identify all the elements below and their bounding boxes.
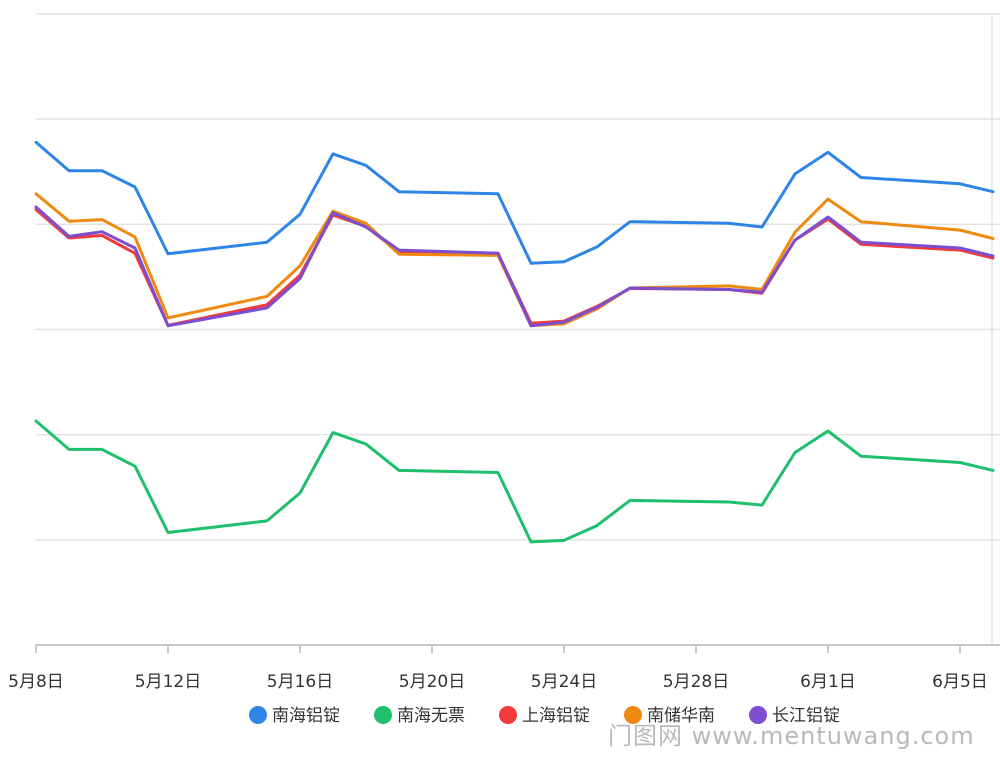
legend-item-1[interactable]: 南海铝锭 xyxy=(249,706,340,726)
legend-marker xyxy=(249,706,267,724)
legend-label: 南储华南 xyxy=(647,706,715,726)
legend-item-5[interactable]: 长江铝锭 xyxy=(749,706,840,726)
x-axis-ticks: 5月8日 5月12日 5月16日 5月20日 5月24日 5月28日 6月1日 6月5日 xyxy=(8,645,988,692)
x-tick-label: 5月16日 xyxy=(267,672,333,692)
legend-marker xyxy=(499,706,517,724)
series-line-1[interactable] xyxy=(34,140,995,265)
x-tick-label: 5月12日 xyxy=(135,672,201,692)
x-tick-label: 5月24日 xyxy=(531,672,597,692)
watermark: 门图网 www.mentuwang.com xyxy=(608,722,975,750)
legend-label: 长江铝锭 xyxy=(772,706,840,726)
legend-marker xyxy=(374,706,392,724)
x-tick-label: 5月20日 xyxy=(399,672,465,692)
legend-item-2[interactable]: 南海无票 xyxy=(374,706,465,726)
x-tick-label: 6月1日 xyxy=(800,672,856,692)
legend-item-3[interactable]: 上海铝锭 xyxy=(499,706,590,726)
legend-marker xyxy=(624,706,642,724)
legend[interactable]: 南海铝锭 南海无票 上海铝锭 南储华南 长江铝锭 xyxy=(249,706,840,726)
legend-label: 南海铝锭 xyxy=(272,706,340,726)
series-group xyxy=(34,140,995,544)
grid-lines xyxy=(36,13,1000,645)
series-line-2[interactable] xyxy=(34,419,995,544)
series-line-5[interactable] xyxy=(34,205,995,328)
legend-label: 南海无票 xyxy=(397,706,465,726)
x-tick-label: 6月5日 xyxy=(932,672,988,692)
legend-label: 上海铝锭 xyxy=(522,706,590,726)
legend-item-4[interactable]: 南储华南 xyxy=(624,706,715,726)
x-tick-label: 5月8日 xyxy=(8,672,64,692)
x-tick-label: 5月28日 xyxy=(663,672,729,692)
series-line-4[interactable] xyxy=(34,192,995,328)
legend-marker xyxy=(749,706,767,724)
